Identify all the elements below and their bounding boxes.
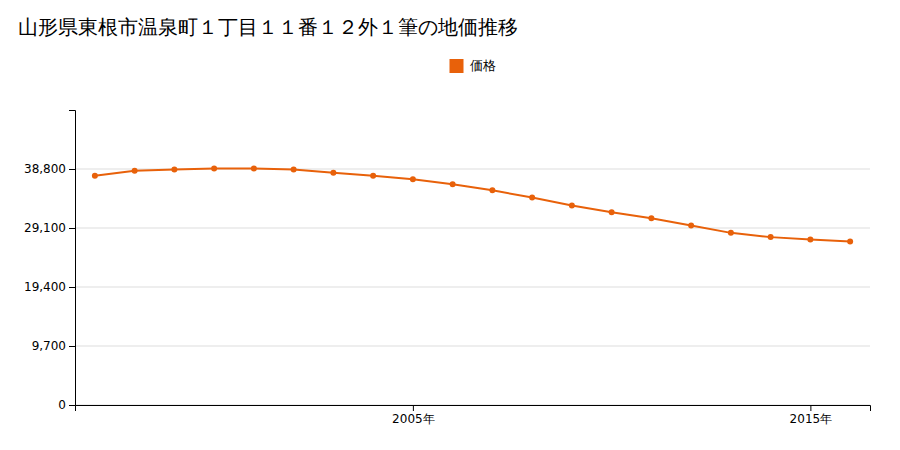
plot: 2005年 2015年 0 9,700 19,400 29,100 38,800	[24, 111, 871, 426]
point	[768, 234, 774, 240]
tick-label: 9,700	[32, 339, 66, 353]
axis-line	[76, 406, 871, 412]
tick-mark	[69, 169, 75, 170]
tick-mark	[69, 405, 75, 406]
point	[489, 187, 495, 193]
point	[688, 223, 694, 229]
marks	[92, 165, 853, 244]
tick: 2015年	[790, 405, 833, 426]
tick-label: 29,100	[24, 221, 66, 235]
point	[132, 168, 138, 174]
point	[410, 176, 416, 182]
point	[728, 230, 734, 236]
tick: 29,100	[24, 221, 75, 235]
legend-swatch	[450, 59, 464, 73]
y-axis: 0 9,700 19,400 29,100 38,800	[24, 111, 76, 413]
point	[330, 170, 336, 176]
point	[211, 165, 217, 171]
grid-line	[75, 287, 870, 288]
point	[291, 167, 297, 173]
tick-mark	[69, 287, 75, 288]
tick-label: 2005年	[392, 412, 435, 426]
point	[92, 173, 98, 179]
grid-line	[75, 228, 870, 229]
title: 山形県東根市温泉町１丁目１１番１２外１筆の地価推移	[18, 15, 518, 39]
tick-mark	[810, 405, 811, 411]
legend-item: 価格	[450, 58, 496, 73]
grid	[75, 169, 870, 405]
tick: 38,800	[24, 162, 75, 176]
tick-label: 19,400	[24, 280, 66, 294]
tick: 2005年	[392, 405, 435, 426]
tick: 19,400	[24, 280, 75, 294]
chart: 山形県東根市温泉町１丁目１１番１２外１筆の地価推移 2005年 2015年 0 9,70…	[0, 0, 900, 450]
point	[370, 173, 376, 179]
point	[807, 237, 813, 243]
point	[450, 181, 456, 187]
tick-label: 0	[58, 398, 66, 412]
point	[648, 215, 654, 221]
point	[569, 202, 575, 208]
point	[171, 167, 177, 173]
grid-line	[75, 346, 870, 347]
tick: 9,700	[32, 339, 75, 353]
axis-line	[69, 111, 76, 406]
tick: 0	[58, 398, 75, 412]
legend-label: 価格	[470, 58, 496, 73]
point	[609, 209, 615, 215]
tick-label: 2015年	[790, 412, 833, 426]
point	[529, 195, 535, 201]
legend: 価格	[450, 58, 496, 73]
tick-mark	[69, 228, 75, 229]
x-axis: 2005年 2015年	[76, 405, 871, 426]
line	[95, 168, 850, 241]
tick-label: 38,800	[24, 162, 66, 176]
point	[847, 238, 853, 244]
point	[251, 165, 257, 171]
tick-mark	[413, 405, 414, 411]
tick-mark	[69, 346, 75, 347]
